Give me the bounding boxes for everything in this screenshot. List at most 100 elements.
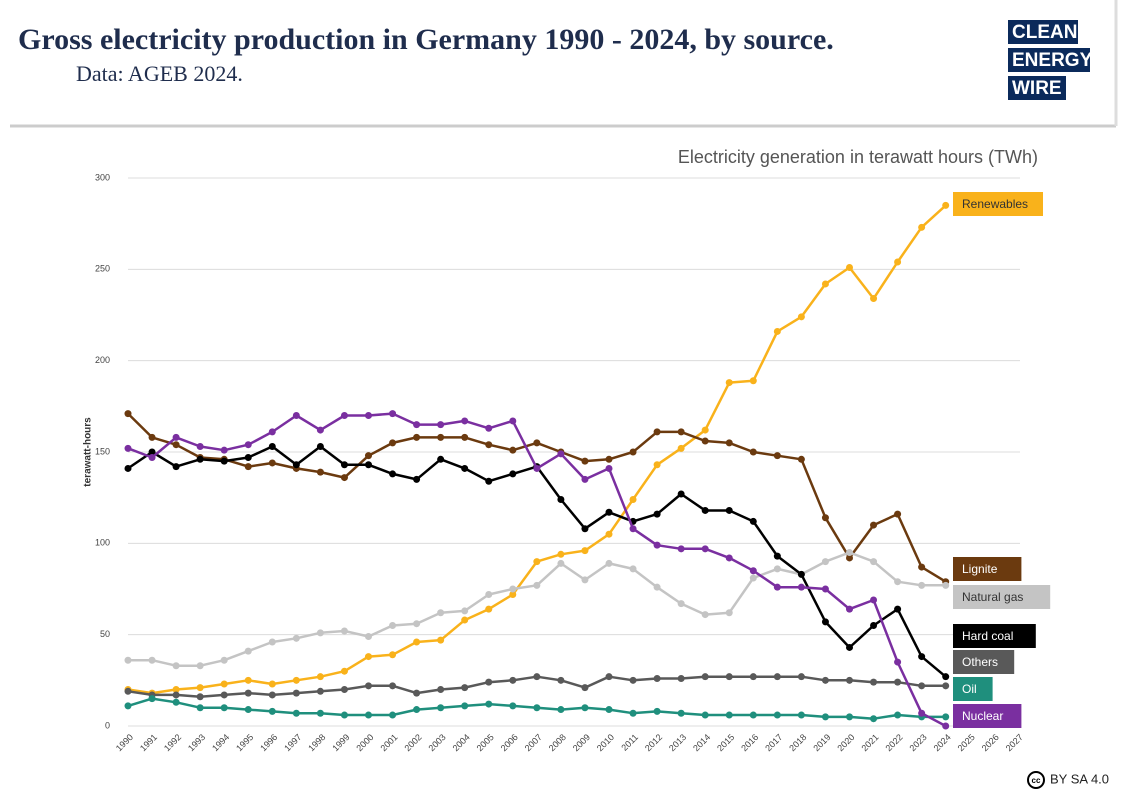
x-tick-label: 1991 bbox=[138, 732, 159, 753]
x-tick-label: 2022 bbox=[883, 732, 904, 753]
marker bbox=[389, 410, 397, 418]
marker bbox=[124, 687, 132, 695]
marker bbox=[172, 698, 180, 706]
marker bbox=[461, 607, 469, 615]
marker bbox=[581, 576, 589, 584]
x-tick-label: 2008 bbox=[547, 732, 568, 753]
marker bbox=[725, 379, 733, 387]
marker bbox=[653, 510, 661, 518]
marker bbox=[268, 428, 276, 436]
x-tick-label: 2004 bbox=[451, 732, 472, 753]
marker bbox=[894, 578, 902, 586]
marker bbox=[172, 433, 180, 441]
marker bbox=[557, 495, 565, 503]
marker bbox=[340, 667, 348, 675]
marker bbox=[268, 707, 276, 715]
marker bbox=[268, 443, 276, 451]
x-tick-label: 2016 bbox=[739, 732, 760, 753]
marker bbox=[316, 673, 324, 681]
y-tick-label: 300 bbox=[95, 172, 110, 182]
marker bbox=[509, 676, 517, 684]
marker bbox=[557, 706, 565, 714]
legend-swatch bbox=[953, 704, 1022, 728]
marker bbox=[773, 327, 781, 335]
marker bbox=[268, 638, 276, 646]
marker bbox=[581, 547, 589, 555]
marker bbox=[749, 673, 757, 681]
legend-swatch bbox=[953, 650, 1015, 674]
y-tick-label: 200 bbox=[95, 355, 110, 365]
marker bbox=[942, 722, 950, 730]
marker bbox=[244, 453, 252, 461]
marker bbox=[653, 675, 661, 683]
marker bbox=[725, 711, 733, 719]
marker bbox=[268, 691, 276, 699]
marker bbox=[870, 558, 878, 566]
marker bbox=[437, 421, 445, 429]
x-tick-label: 2001 bbox=[378, 732, 399, 753]
marker bbox=[629, 448, 637, 456]
marker bbox=[220, 680, 228, 688]
x-tick-label: 1992 bbox=[162, 732, 183, 753]
marker bbox=[124, 702, 132, 710]
marker bbox=[677, 490, 685, 498]
x-tick-label: 2015 bbox=[715, 732, 736, 753]
logo-box bbox=[1008, 20, 1078, 44]
x-tick-label: 2019 bbox=[811, 732, 832, 753]
logo-box bbox=[1008, 48, 1090, 72]
marker bbox=[533, 704, 541, 712]
marker bbox=[485, 700, 493, 708]
marker bbox=[244, 647, 252, 655]
marker bbox=[821, 618, 829, 626]
marker bbox=[773, 673, 781, 681]
marker bbox=[220, 704, 228, 712]
x-tick-label: 1990 bbox=[114, 732, 135, 753]
marker bbox=[942, 682, 950, 690]
marker bbox=[196, 443, 204, 451]
marker bbox=[220, 457, 228, 465]
marker bbox=[389, 682, 397, 690]
legend-label: Hard coal bbox=[962, 629, 1013, 643]
marker bbox=[172, 685, 180, 693]
marker bbox=[365, 632, 372, 640]
y-tick-label: 100 bbox=[95, 538, 110, 548]
marker bbox=[148, 448, 156, 456]
marker bbox=[509, 470, 517, 478]
marker bbox=[413, 620, 421, 628]
marker bbox=[557, 550, 565, 558]
marker bbox=[942, 581, 950, 589]
marker bbox=[437, 704, 445, 712]
legend-label: Lignite bbox=[962, 562, 998, 576]
marker bbox=[340, 461, 348, 469]
marker bbox=[437, 433, 445, 441]
y-axis-label: terawatt-hours bbox=[83, 417, 94, 487]
x-tick-label: 2009 bbox=[571, 732, 592, 753]
marker bbox=[461, 433, 469, 441]
marker bbox=[124, 464, 132, 472]
marker bbox=[461, 684, 469, 692]
marker bbox=[653, 428, 661, 436]
legend-swatch bbox=[953, 192, 1043, 216]
x-tick-label: 2006 bbox=[499, 732, 520, 753]
marker bbox=[749, 567, 757, 575]
marker bbox=[725, 609, 733, 617]
marker bbox=[533, 439, 541, 447]
marker bbox=[846, 713, 853, 721]
marker bbox=[870, 521, 878, 529]
marker bbox=[485, 477, 493, 485]
marker bbox=[749, 517, 757, 525]
marker bbox=[749, 711, 757, 719]
marker bbox=[653, 583, 661, 591]
x-tick-label: 1994 bbox=[210, 732, 231, 753]
legend-label: Renewables bbox=[962, 197, 1028, 211]
marker bbox=[653, 461, 661, 469]
marker bbox=[629, 709, 637, 717]
marker bbox=[365, 682, 372, 690]
x-tick-label: 2011 bbox=[619, 732, 640, 753]
x-tick-label: 2025 bbox=[956, 732, 977, 753]
x-tick-label: 2003 bbox=[427, 732, 448, 753]
marker bbox=[316, 426, 324, 434]
legend-swatch bbox=[953, 557, 1022, 581]
marker bbox=[773, 552, 781, 560]
